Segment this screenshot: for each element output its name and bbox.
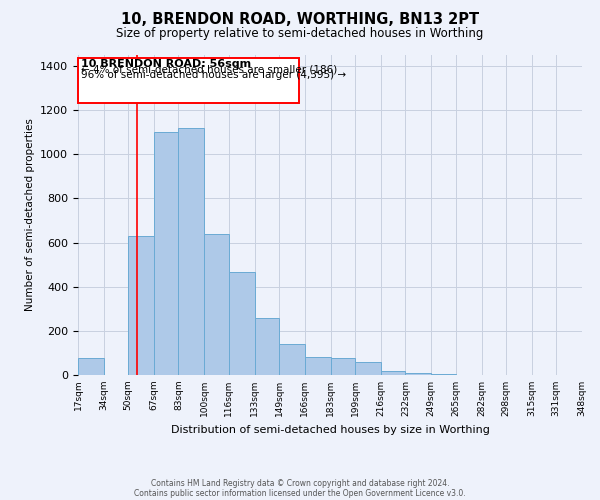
Y-axis label: Number of semi-detached properties: Number of semi-detached properties bbox=[25, 118, 35, 312]
Text: Contains HM Land Registry data © Crown copyright and database right 2024.: Contains HM Land Registry data © Crown c… bbox=[151, 478, 449, 488]
Bar bbox=[381, 370, 406, 375]
Text: 96% of semi-detached houses are larger (4,395) →: 96% of semi-detached houses are larger (… bbox=[81, 70, 346, 80]
Bar bbox=[178, 128, 205, 375]
Bar bbox=[78, 358, 104, 375]
Bar bbox=[305, 358, 331, 375]
Bar bbox=[154, 132, 178, 375]
Bar bbox=[355, 362, 381, 375]
Bar bbox=[254, 318, 279, 375]
FancyBboxPatch shape bbox=[78, 58, 299, 103]
Text: 10 BRENDON ROAD: 56sqm: 10 BRENDON ROAD: 56sqm bbox=[81, 60, 251, 70]
Bar bbox=[431, 374, 455, 375]
Bar bbox=[205, 234, 229, 375]
Text: Size of property relative to semi-detached houses in Worthing: Size of property relative to semi-detach… bbox=[116, 28, 484, 40]
Bar bbox=[406, 373, 431, 375]
X-axis label: Distribution of semi-detached houses by size in Worthing: Distribution of semi-detached houses by … bbox=[170, 424, 490, 434]
Bar bbox=[331, 358, 355, 375]
Bar bbox=[279, 344, 305, 375]
Text: Contains public sector information licensed under the Open Government Licence v3: Contains public sector information licen… bbox=[134, 488, 466, 498]
Bar bbox=[128, 236, 154, 375]
Text: ← 4% of semi-detached houses are smaller (186): ← 4% of semi-detached houses are smaller… bbox=[81, 64, 337, 74]
Bar bbox=[229, 272, 254, 375]
Text: 10, BRENDON ROAD, WORTHING, BN13 2PT: 10, BRENDON ROAD, WORTHING, BN13 2PT bbox=[121, 12, 479, 28]
